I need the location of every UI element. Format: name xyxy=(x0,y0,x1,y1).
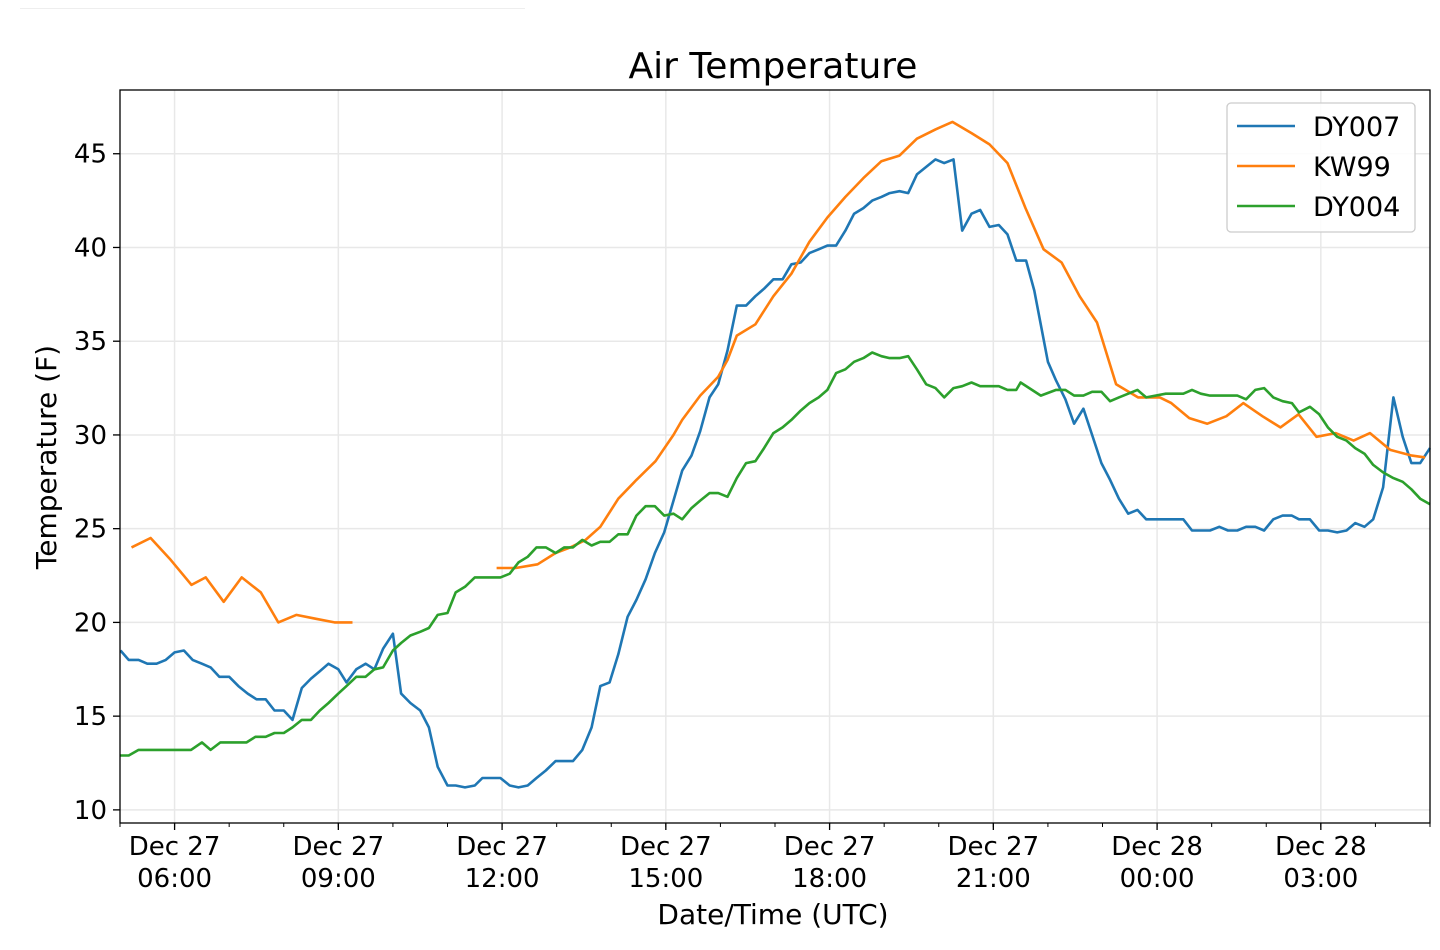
x-tick-label-time: 09:00 xyxy=(301,864,376,894)
x-tick-label-date: Dec 27 xyxy=(784,832,876,862)
y-tick-label: 25 xyxy=(74,515,107,545)
x-tick-label-time: 21:00 xyxy=(956,864,1031,894)
x-tick-label-time: 00:00 xyxy=(1120,864,1195,894)
x-tick-label-time: 15:00 xyxy=(628,864,703,894)
legend-label: KW99 xyxy=(1313,152,1391,183)
y-tick-label: 10 xyxy=(74,796,107,826)
x-tick-label-date: Dec 27 xyxy=(620,832,712,862)
y-tick-label: 30 xyxy=(74,421,107,451)
x-tick-label-date: Dec 28 xyxy=(1275,832,1367,862)
series-line-dy007 xyxy=(119,158,1432,789)
x-tick-label-date: Dec 27 xyxy=(947,832,1039,862)
x-tick-label-time: 12:00 xyxy=(465,864,540,894)
x-tick-label-time: 03:00 xyxy=(1283,864,1358,894)
x-tick-label-date: Dec 27 xyxy=(456,832,548,862)
legend-box xyxy=(1226,102,1416,233)
x-tick-label-date: Dec 28 xyxy=(1111,832,1203,862)
x-axis-label: Date/Time (UTC) xyxy=(657,898,888,931)
y-axis: 10 15 20 25 30 35 40 45 xyxy=(74,140,120,826)
x-tick-label-date: Dec 27 xyxy=(292,832,384,862)
series-line-kw99 xyxy=(130,120,1426,624)
chart-title: Air Temperature xyxy=(629,46,918,87)
legend-label: DY007 xyxy=(1313,112,1400,143)
legend-label: DY004 xyxy=(1313,192,1400,223)
x-tick-label-time: 18:00 xyxy=(792,864,867,894)
legend: DY007 KW99 DY004 xyxy=(1226,102,1416,233)
gridlines xyxy=(120,90,1430,823)
top-divider xyxy=(20,8,525,9)
y-tick-label: 40 xyxy=(74,233,107,263)
y-axis-label: Temperature (F) xyxy=(30,345,63,570)
y-tick-label: 15 xyxy=(74,702,107,732)
y-tick-label: 45 xyxy=(74,140,107,170)
x-tick-label-time: 06:00 xyxy=(137,864,212,894)
y-tick-label: 20 xyxy=(74,608,107,638)
series-line-dy004 xyxy=(120,351,1431,757)
x-tick-label-date: Dec 27 xyxy=(129,832,221,862)
series-lines xyxy=(119,120,1432,789)
y-tick-label: 35 xyxy=(74,327,107,357)
